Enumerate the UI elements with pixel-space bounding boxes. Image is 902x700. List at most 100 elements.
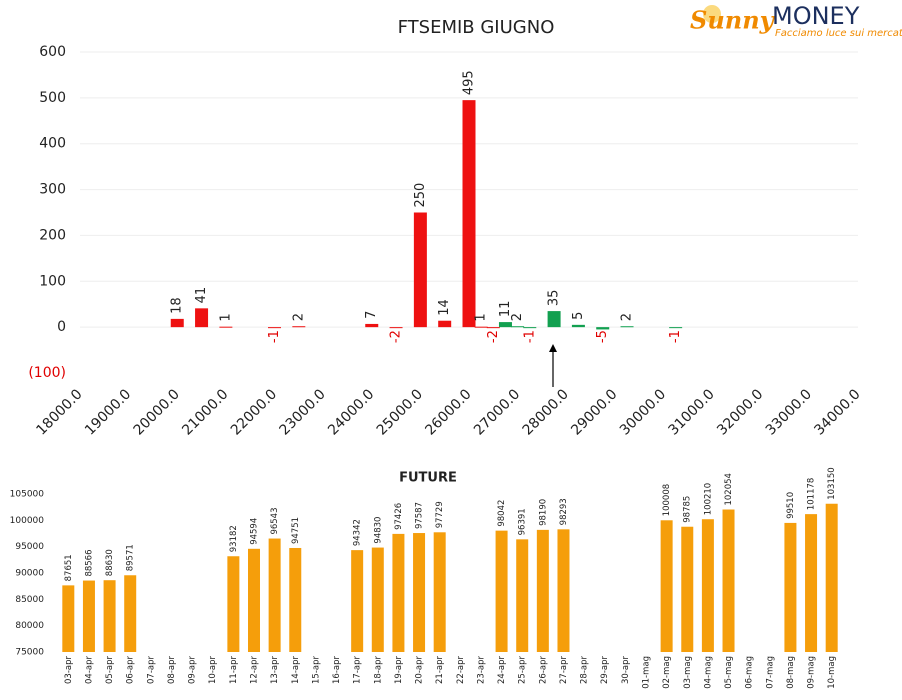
value-label: 89571 — [126, 544, 136, 571]
y-tick-label: 80000 — [15, 621, 44, 631]
value-label: 495 — [462, 70, 477, 95]
y-tick-label: 100 — [39, 273, 66, 289]
bar — [413, 212, 427, 328]
value-label: 103150 — [827, 467, 837, 499]
x-tick-label: 28-apr — [580, 655, 590, 683]
bar — [170, 318, 184, 328]
value-label: 98785 — [683, 496, 693, 523]
value-label: 100008 — [662, 484, 672, 516]
value-label: 14 — [437, 299, 452, 316]
y-tick-label: 500 — [39, 90, 66, 106]
bar — [227, 556, 240, 652]
bar — [825, 503, 838, 652]
value-label: 101178 — [807, 478, 817, 510]
logo-sun — [703, 5, 721, 23]
y-tick-label: 300 — [39, 182, 66, 198]
value-label: 94594 — [250, 518, 260, 545]
y-tick-label: 100000 — [10, 516, 45, 526]
x-tick-label: 16-apr — [332, 655, 342, 683]
bar — [596, 327, 610, 330]
x-tick-label: 04-apr — [84, 655, 94, 683]
x-tick-label: 19000.0 — [82, 386, 134, 438]
x-tick-label: 06-mag — [745, 656, 755, 689]
x-tick-label: 27-apr — [559, 655, 569, 683]
bar — [371, 547, 384, 652]
x-tick-label: 07-apr — [146, 655, 156, 683]
x-tick-label: 30-apr — [621, 655, 631, 683]
value-label: 102054 — [724, 473, 734, 505]
value-label: 2 — [291, 313, 306, 321]
bar — [571, 324, 585, 328]
x-tick-label: 18-apr — [373, 655, 383, 683]
bar — [660, 520, 673, 652]
value-label: 94751 — [291, 517, 301, 544]
value-label: 93182 — [229, 525, 239, 552]
bar — [669, 327, 683, 329]
bar — [474, 326, 488, 328]
logo-brand: Sunny — [690, 6, 776, 35]
x-tick-label: 24000.0 — [325, 386, 377, 438]
bar — [438, 320, 452, 328]
x-tick-label: 26-apr — [538, 655, 548, 683]
value-label: 98042 — [497, 500, 507, 527]
x-tick-label: 32000.0 — [714, 386, 766, 438]
bar — [486, 327, 500, 329]
bar — [495, 530, 508, 652]
x-tick-label: 05-apr — [105, 655, 115, 683]
y-tick-label: 105000 — [10, 490, 45, 500]
annotation-arrow — [549, 344, 557, 387]
x-tick-label: 10-mag — [827, 656, 837, 689]
value-label: 18 — [170, 297, 185, 314]
x-tick-label: 23000.0 — [277, 386, 329, 438]
bar — [124, 575, 137, 652]
logo-brand: MONEY — [772, 2, 860, 30]
bar — [413, 533, 426, 652]
value-label: 97426 — [394, 503, 404, 530]
x-tick-label: 25000.0 — [374, 386, 426, 438]
x-tick-label: 09-mag — [807, 656, 817, 689]
value-label: 88630 — [105, 549, 115, 576]
bar — [219, 326, 233, 328]
y-tick-label: (100) — [28, 365, 66, 381]
value-label: 97729 — [435, 501, 445, 528]
x-tick-label: 04-mag — [703, 656, 713, 689]
x-tick-label: 21000.0 — [179, 386, 231, 438]
value-label: 1 — [474, 313, 489, 321]
value-label: -1 — [668, 330, 683, 343]
bar — [389, 327, 403, 329]
x-tick-label: 03-mag — [683, 656, 693, 689]
x-tick-label: 33000.0 — [763, 386, 815, 438]
x-tick-label: 22-apr — [456, 655, 466, 683]
bar — [722, 509, 735, 652]
x-tick-label: 23-apr — [476, 655, 486, 683]
x-tick-label: 26000.0 — [422, 386, 474, 438]
x-tick-label: 11-apr — [229, 655, 239, 683]
bar — [523, 327, 537, 329]
value-label: 88566 — [84, 550, 94, 577]
value-label: 96543 — [270, 507, 280, 534]
value-label: -2 — [389, 330, 404, 343]
x-tick-label: 19-apr — [394, 655, 404, 683]
x-tick-label: 22000.0 — [228, 386, 280, 438]
bar — [268, 538, 281, 652]
bar — [392, 533, 405, 652]
value-label: 35 — [547, 290, 562, 307]
x-tick-label: 03-apr — [64, 655, 74, 683]
bar — [557, 529, 570, 652]
x-tick-label: 18000.0 — [33, 386, 85, 438]
value-label: 96391 — [518, 508, 528, 535]
value-label: 5 — [571, 312, 586, 320]
bar — [365, 323, 379, 328]
bar — [433, 532, 446, 652]
y-tick-label: 400 — [39, 136, 66, 152]
value-label: -5 — [595, 330, 610, 343]
bar — [82, 580, 95, 652]
chart-title: FUTURE — [399, 471, 457, 486]
bar — [268, 327, 281, 329]
arrow-head — [549, 344, 557, 352]
value-label: 2 — [620, 313, 635, 321]
bar — [248, 548, 260, 652]
x-tick-label: 02-mag — [662, 656, 672, 689]
x-tick-label: 08-mag — [786, 656, 796, 689]
